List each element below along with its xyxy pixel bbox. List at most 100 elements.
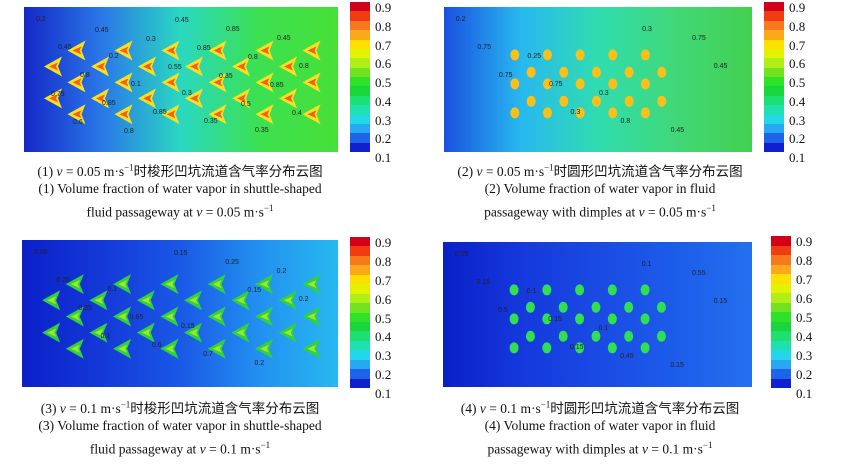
text: m·s <box>100 401 121 416</box>
contour-label: 0.8 <box>248 54 258 61</box>
unit-exponent: −1 <box>706 203 716 213</box>
contour-label: 0.1 <box>642 261 652 268</box>
text: 0.1 <box>80 401 98 416</box>
contour-label: 0.6 <box>73 119 83 126</box>
colorbar-band <box>771 321 791 331</box>
contour-label: 0.8 <box>124 128 134 135</box>
round-dimple <box>591 95 601 107</box>
round-dimple <box>559 66 569 78</box>
dimple-core <box>47 296 57 305</box>
colorbar-tick-label: 0.5 <box>375 310 392 326</box>
dimple-core <box>49 62 58 71</box>
text: 时圆形凹坑流道含气率分布云图 <box>550 401 740 416</box>
colorbar-tick-label: 0.1 <box>375 150 392 165</box>
contour-field <box>443 242 752 387</box>
contour-label: 0.25 <box>78 305 92 312</box>
colorbar-band <box>764 48 784 59</box>
round-dimple <box>575 107 585 119</box>
colorbar-band <box>764 67 784 77</box>
contour-label: 0.2 <box>36 16 46 23</box>
colorbar-tick-label: 0.8 <box>375 253 392 269</box>
colorbar-tick-label: 0.6 <box>796 291 813 306</box>
round-dimple <box>624 66 634 78</box>
colorbar-tick-label: 0.7 <box>789 37 806 53</box>
colorbar-tick-label: 0.6 <box>375 56 392 72</box>
unit-exponent: −1 <box>540 399 551 410</box>
colorbar-tick-label: 0.5 <box>796 310 813 325</box>
contour-plot-2: 0.2 0.25 0.3 0.45 0.75 0.75 0.8 0.75 0.75 0.3 0.3 0… <box>444 7 752 152</box>
contour-label: 0.85 <box>226 26 240 33</box>
round-dimple <box>640 313 650 325</box>
contour-label: 0.75 <box>477 44 491 51</box>
dimple-core <box>190 62 199 71</box>
contour-label: 0.5 <box>498 307 508 314</box>
contour-label: 0.3 <box>182 90 192 97</box>
dimple-core <box>260 46 270 55</box>
colorbar-band <box>350 105 370 115</box>
caption-chinese: (1) v = 0.05 m·s−1时梭形凹坑流道含气率分布云图 <box>37 162 323 180</box>
text: 0.05 <box>659 204 683 220</box>
caption-chinese: (3) v = 0.1 m·s−1时梭形凹坑流道含气率分布云图 <box>40 399 320 417</box>
dimple-core <box>260 312 270 321</box>
text: m·s <box>243 204 264 220</box>
round-dimple <box>558 330 568 342</box>
contour-label: 0.15 <box>570 344 584 351</box>
contour-label: 0.55 <box>168 64 182 71</box>
contour-label: 0.35 <box>204 118 218 125</box>
colorbar-band <box>771 283 791 293</box>
colorbar-tick-label: 0.4 <box>375 93 392 109</box>
colorbar-band <box>771 274 791 284</box>
colorbar-band <box>350 39 370 49</box>
contour-label: 0.7 <box>203 351 213 358</box>
round-dimple <box>657 95 667 107</box>
contour-label: 0.15 <box>181 323 195 330</box>
unit-exponent: −1 <box>263 203 274 213</box>
colorbar <box>350 2 370 152</box>
contour-label: 0.45 <box>620 353 634 360</box>
colorbar-tick-label: 0.2 <box>789 131 806 147</box>
text: (3) <box>40 401 57 416</box>
round-dimple <box>640 342 650 354</box>
text: (4) <box>460 401 477 416</box>
round-dimple <box>558 301 568 313</box>
dimple-core <box>143 94 152 103</box>
colorbar-band <box>771 293 791 303</box>
round-dimple <box>608 78 618 90</box>
contour-label: 0.25 <box>56 277 70 284</box>
round-dimple <box>525 301 535 313</box>
round-dimple <box>542 107 552 119</box>
text: 0.1 <box>662 441 680 457</box>
colorbar-band <box>350 67 370 77</box>
dimple-core <box>236 296 246 305</box>
colorbar-band <box>771 245 791 255</box>
contour-label: 0.45 <box>175 17 189 24</box>
contour-label: 0.1 <box>108 286 118 293</box>
colorbar-band <box>350 77 370 87</box>
dimple-core <box>307 344 317 353</box>
contour-label: 0.45 <box>714 63 728 70</box>
dimple-core <box>72 78 82 87</box>
contour-label: 0.8 <box>80 72 90 79</box>
dimple-core <box>212 312 222 321</box>
round-dimple <box>575 284 585 296</box>
contour-label: 0.75 <box>51 91 65 98</box>
text: m·s <box>240 441 261 457</box>
round-dimple <box>526 95 536 107</box>
contour-label: 0.3 <box>642 26 652 33</box>
text: 时圆形凹坑流道含气率分布云图 <box>553 164 743 179</box>
contour-label: 0.85 <box>153 109 167 116</box>
dimple-core <box>213 78 223 87</box>
dimple-core <box>189 328 199 337</box>
colorbar <box>771 236 791 388</box>
colorbar-tick-label: 0.8 <box>375 18 392 34</box>
colorbar-band <box>350 265 370 275</box>
contour-label: 0.25 <box>225 259 239 266</box>
colorbar-band <box>350 255 370 266</box>
colorbar-tick-label: 0.1 <box>789 150 806 165</box>
contour-label: 0.05 <box>455 251 469 258</box>
text: 0.1 <box>220 441 237 457</box>
contour-label: 0.15 <box>476 279 490 286</box>
contour-label: 0.45 <box>58 44 72 51</box>
colorbar-tick-label: 0.7 <box>375 272 392 288</box>
round-dimple <box>575 313 585 325</box>
